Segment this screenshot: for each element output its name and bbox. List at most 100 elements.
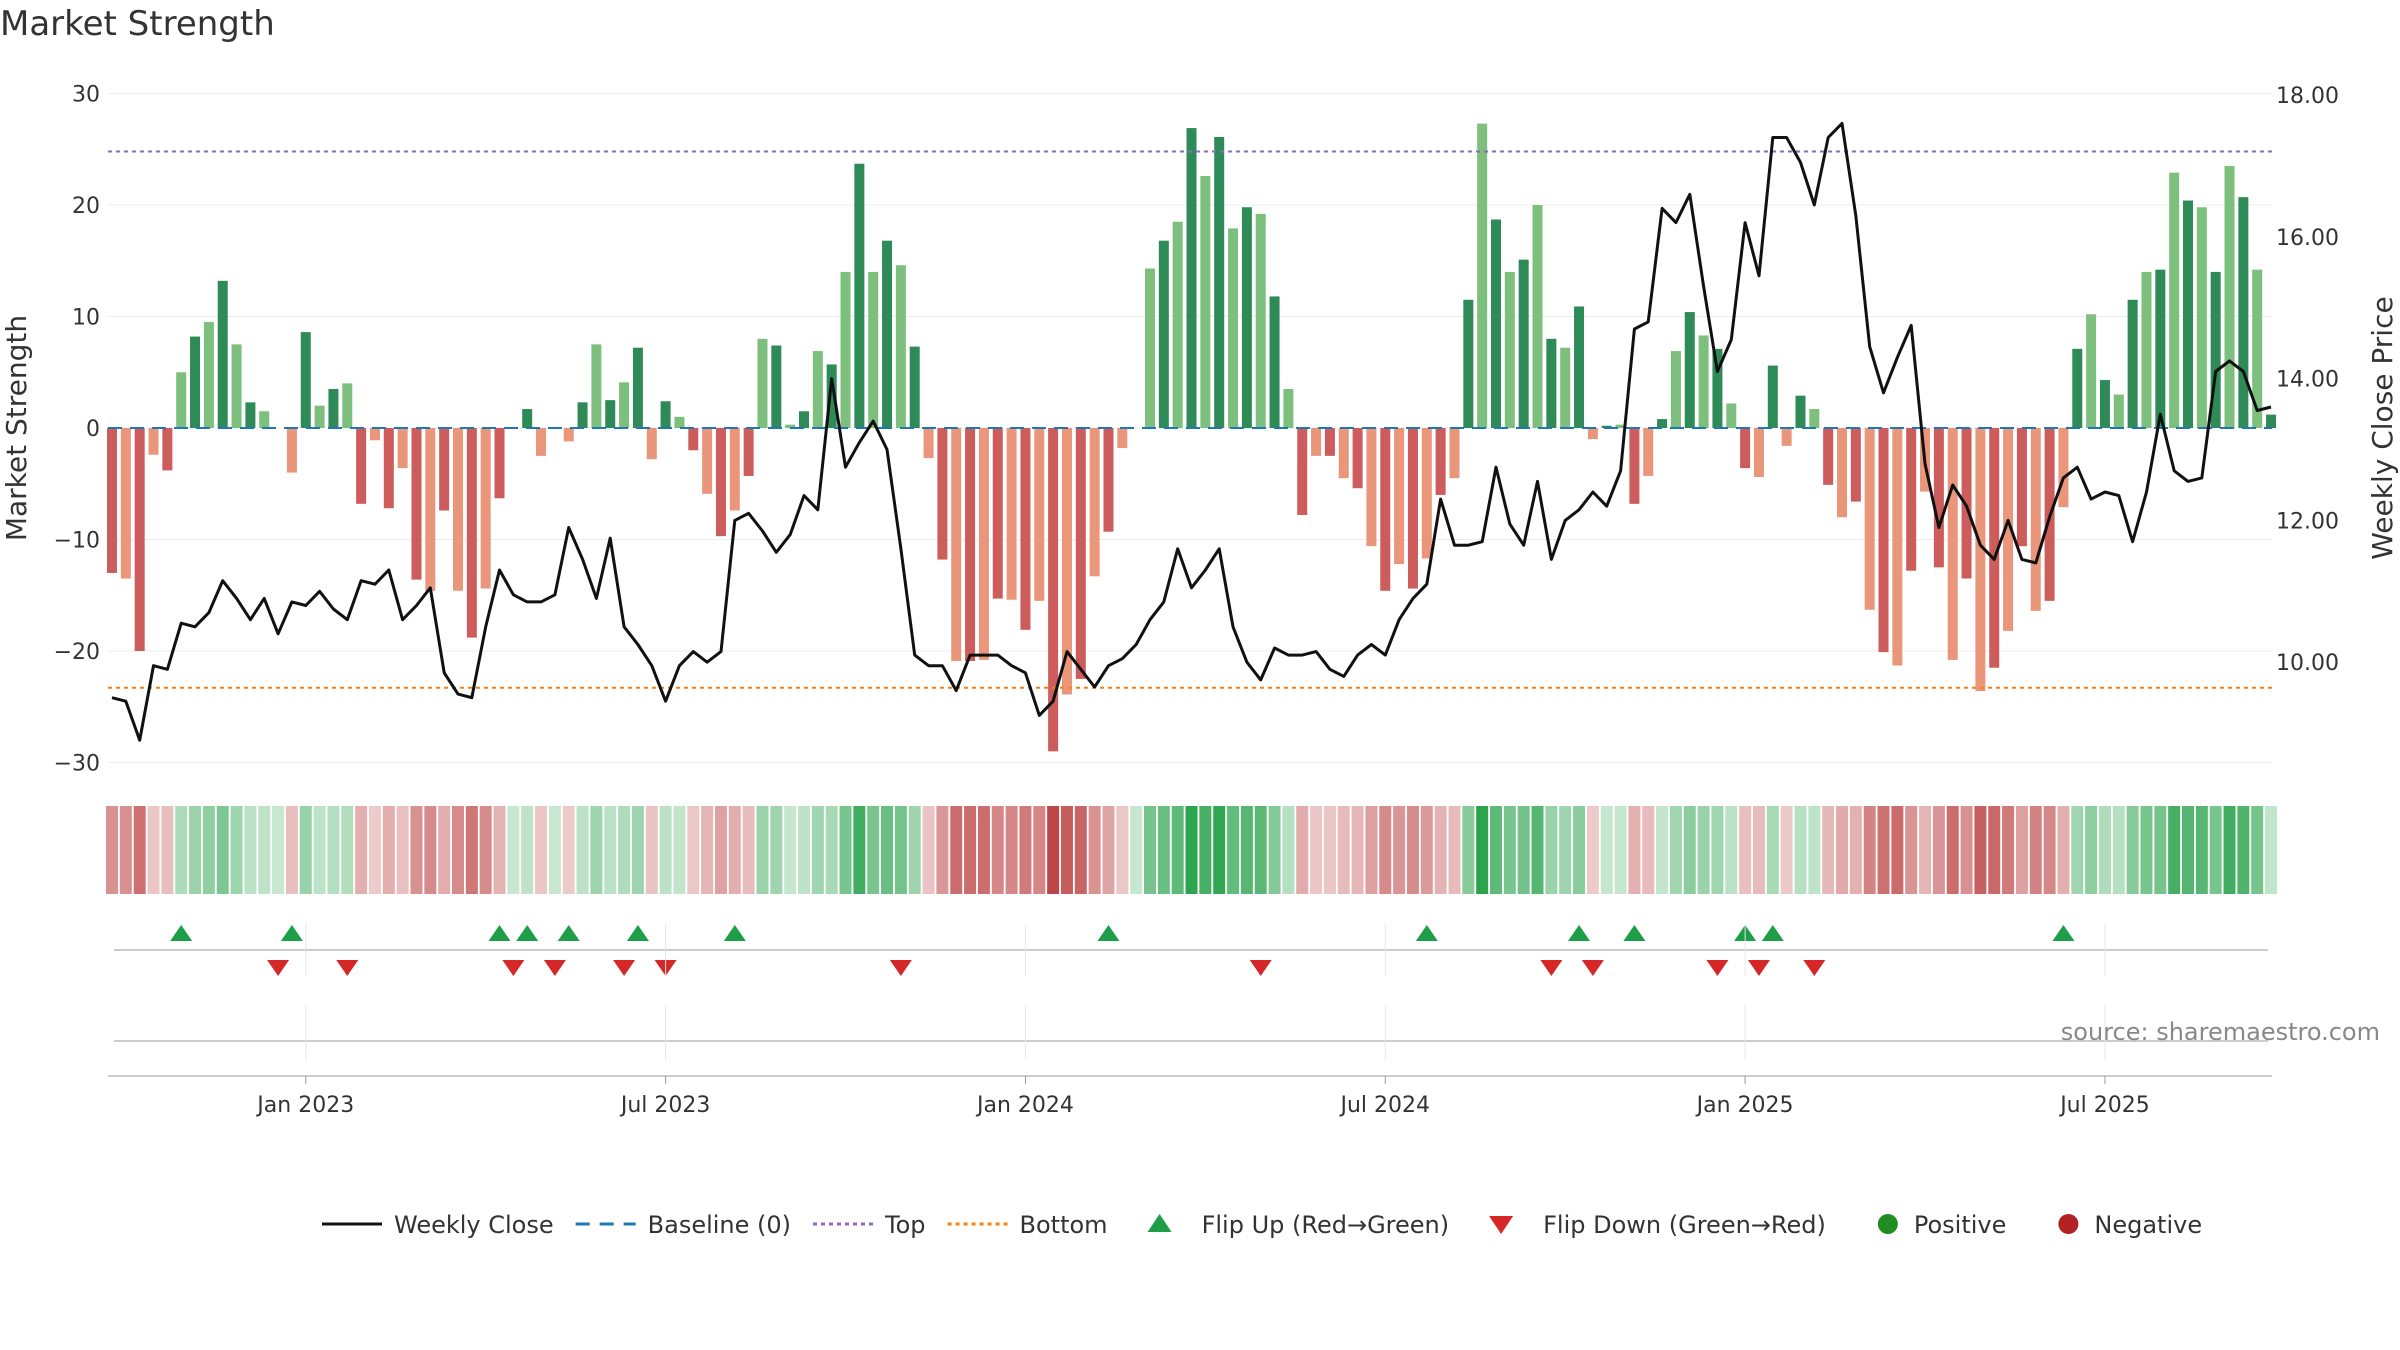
flip-up-marker bbox=[557, 925, 580, 941]
strength-bar bbox=[1283, 388, 1294, 428]
x-tick-label: Jul 2025 bbox=[2058, 1093, 2150, 1118]
flip-down-marker bbox=[267, 960, 290, 976]
heat-cell bbox=[1642, 806, 1655, 894]
strength-bar bbox=[715, 428, 726, 537]
heat-cell bbox=[1282, 806, 1295, 894]
x-tick-label: Jul 2023 bbox=[619, 1093, 711, 1118]
strength-bar bbox=[2099, 380, 2110, 428]
strength-bar bbox=[2016, 428, 2027, 547]
y-left-tick-label: 10 bbox=[72, 306, 100, 331]
heat-cell bbox=[2154, 806, 2167, 894]
heat-cell bbox=[1586, 806, 1599, 894]
strength-bar bbox=[619, 382, 630, 428]
strength-bar bbox=[190, 336, 201, 428]
flip-up-marker bbox=[1415, 925, 1438, 941]
heat-cell bbox=[2071, 806, 2084, 894]
heat-cell bbox=[1669, 806, 1682, 894]
strength-bar bbox=[1961, 428, 1972, 579]
strength-bar bbox=[1477, 123, 1488, 428]
heat-cell bbox=[147, 806, 160, 894]
heat-cell bbox=[230, 806, 243, 894]
heat-cell bbox=[2112, 806, 2125, 894]
heat-cell bbox=[1919, 806, 1932, 894]
strength-bar bbox=[1892, 428, 1903, 666]
heat-cell bbox=[714, 806, 727, 894]
heat-cell bbox=[1296, 806, 1309, 894]
strength-bar bbox=[854, 163, 865, 428]
strength-bar bbox=[1407, 428, 1418, 589]
strength-bar bbox=[1061, 428, 1072, 695]
legend-item: Flip Up (Red→Green) bbox=[1147, 1211, 1449, 1239]
flip-down-marker bbox=[1581, 960, 1604, 976]
heat-cell bbox=[908, 806, 921, 894]
y-left-tick-label: 30 bbox=[72, 83, 100, 108]
heat-cell bbox=[977, 806, 990, 894]
heat-cell bbox=[1697, 806, 1710, 894]
heat-cell bbox=[189, 806, 202, 894]
flip-up-marker bbox=[1623, 925, 1646, 941]
y-left-tick-label: 20 bbox=[72, 194, 100, 219]
strength-bar bbox=[1421, 428, 1432, 559]
heat-cell bbox=[2265, 806, 2278, 894]
strength-bar bbox=[342, 383, 353, 428]
legend-label: Positive bbox=[1914, 1211, 2007, 1239]
y-right-tick-label: 14.00 bbox=[2276, 368, 2339, 393]
heat-cell bbox=[742, 806, 755, 894]
heat-cell bbox=[285, 806, 298, 894]
heat-cell bbox=[299, 806, 312, 894]
strength-bar bbox=[826, 364, 837, 428]
heat-cell bbox=[2195, 806, 2208, 894]
heat-cell bbox=[1171, 806, 1184, 894]
y-left-tick-label: −10 bbox=[54, 529, 100, 554]
legend-circle-icon bbox=[1877, 1214, 1898, 1234]
strength-bar bbox=[2058, 428, 2069, 508]
heat-cell bbox=[313, 806, 326, 894]
flip-up-marker bbox=[1761, 925, 1784, 941]
strength-bar bbox=[2155, 269, 2166, 428]
legend-item: Baseline (0) bbox=[575, 1211, 791, 1239]
heat-cell bbox=[216, 806, 229, 894]
strength-bar bbox=[120, 428, 131, 579]
heat-cell bbox=[424, 806, 437, 894]
strength-bar bbox=[978, 428, 989, 660]
heat-cell bbox=[894, 806, 907, 894]
strength-bar bbox=[439, 428, 450, 511]
source-label: source: sharemaestro.com bbox=[2061, 1018, 2380, 1046]
strength-bar bbox=[937, 428, 948, 560]
heat-cell bbox=[438, 806, 451, 894]
heat-cell bbox=[964, 806, 977, 894]
strength-bar bbox=[176, 372, 187, 428]
strength-bar bbox=[536, 428, 547, 456]
heat-cell bbox=[1545, 806, 1558, 894]
strength-bar bbox=[1657, 419, 1668, 428]
strength-bar bbox=[328, 388, 339, 428]
heat-cell bbox=[1144, 806, 1156, 894]
strength-bar bbox=[1020, 428, 1031, 630]
flip-down-marker bbox=[543, 960, 566, 976]
heat-cell bbox=[2057, 806, 2070, 894]
y-right-tick-label: 16.00 bbox=[2276, 226, 2339, 251]
heat-cell bbox=[258, 806, 271, 894]
heat-cell bbox=[1268, 806, 1281, 894]
strength-bar bbox=[1767, 365, 1778, 428]
flip-down-marker bbox=[502, 960, 525, 976]
strength-bar bbox=[1380, 428, 1391, 591]
strength-bar bbox=[1906, 428, 1917, 571]
heat-cell bbox=[2251, 806, 2264, 894]
strength-bar bbox=[1172, 221, 1183, 428]
y-right-axis-label: Weekly Close Price bbox=[2366, 296, 2399, 559]
heat-cell bbox=[673, 806, 686, 894]
strength-bar bbox=[2030, 428, 2041, 611]
strength-bar bbox=[1006, 428, 1017, 600]
heat-cell bbox=[1683, 806, 1696, 894]
strength-bar bbox=[1989, 428, 2000, 668]
heat-cell bbox=[507, 806, 520, 894]
heat-cell bbox=[479, 806, 492, 894]
y-right-tick-label: 10.00 bbox=[2276, 651, 2339, 676]
legend-label: Negative bbox=[2094, 1211, 2202, 1239]
strength-bar bbox=[1850, 428, 1861, 502]
strength-bar bbox=[632, 347, 643, 428]
heat-cell bbox=[1351, 806, 1364, 894]
strength-bar bbox=[702, 428, 713, 494]
